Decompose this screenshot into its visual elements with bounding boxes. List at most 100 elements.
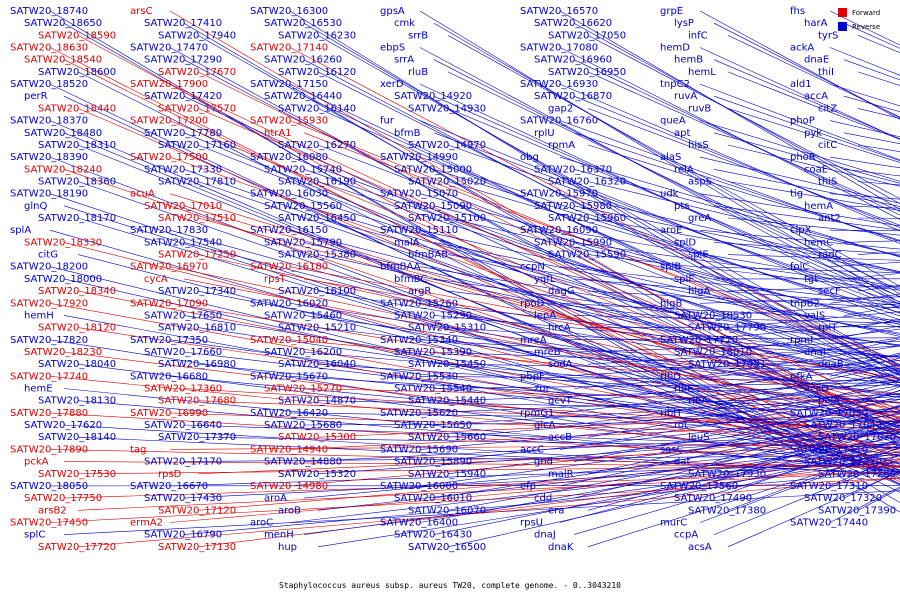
forward-gene-label: SATW20_18630 <box>10 43 88 54</box>
reverse-gene-label: srrB <box>408 30 428 41</box>
reverse-gene-label: SATW20_18190 <box>10 189 88 200</box>
reverse-gene-label: queA <box>660 116 686 127</box>
reverse-gene-label: splE <box>688 250 709 261</box>
reverse-gene-label: SATW20_15670 <box>250 371 328 382</box>
reverse-gene-label: glnQ <box>24 201 47 212</box>
reverse-gene-label: SATW20_16010 <box>394 493 472 504</box>
reverse-gene-label: SATW20_17981 <box>688 359 766 370</box>
forward-gene-label: SATW20_18240 <box>24 164 102 175</box>
reverse-gene-label: SATW20_18390 <box>10 152 88 163</box>
reverse-gene-label: SATW20_17930 <box>688 469 766 480</box>
reverse-gene-label: SATW20_16450 <box>278 213 356 224</box>
forward-gene-label: SATW20_14980 <box>250 481 328 492</box>
reverse-gene-label: SATW20_16080 <box>250 152 328 163</box>
reverse-gene-label: SATW20_17310 <box>790 481 868 492</box>
reverse-gene-label: SATW20_15620 <box>380 408 458 419</box>
reverse-gene-label: SATW20_17620 <box>24 420 102 431</box>
reverse-gene-label: radC <box>818 250 842 261</box>
reverse-gene-label: splC <box>24 530 45 541</box>
reverse-gene-label: SATW20_17470 <box>130 43 208 54</box>
reverse-gene-label: SATW20_17070 <box>818 432 896 443</box>
reverse-gene-label: hemD <box>660 43 690 54</box>
forward-gene-label: SATW20_18230 <box>24 347 102 358</box>
reverse-gene-label: SATW20_17320 <box>804 493 882 504</box>
reverse-gene-label: dagG <box>548 286 575 297</box>
reverse-gene-label: SATW20_15690 <box>380 444 458 455</box>
reverse-gene-label: sasC <box>660 444 684 455</box>
reverse-gene-label: SATW20_16140 <box>278 103 356 114</box>
reverse-gene-label: SATW20_17390 <box>818 505 896 516</box>
reverse-gene-label: rpmA <box>548 140 575 151</box>
reverse-gene-label: SATW20_16200 <box>264 347 342 358</box>
reverse-gene-label: perR <box>24 91 48 102</box>
reverse-gene-label: SATW20_16370 <box>534 164 612 175</box>
reverse-gene-label: aroA <box>264 493 287 504</box>
reverse-gene-label: SATW20_15790 <box>264 237 342 248</box>
legend-forward-swatch <box>838 8 847 17</box>
reverse-gene-label: lepA <box>534 310 556 321</box>
forward-gene-label: SATW20_17120 <box>158 505 236 516</box>
reverse-gene-label: SATW20_16810 <box>158 323 236 334</box>
reverse-gene-label: SATW20_16190 <box>278 177 356 188</box>
reverse-gene-label: aroB <box>278 505 301 516</box>
reverse-gene-label: SATW20_17110 <box>790 444 868 455</box>
reverse-gene-label: rluB <box>408 67 428 78</box>
reverse-gene-label: SATW20_15890 <box>394 457 472 468</box>
forward-gene-label: SATW20_18440 <box>38 103 116 114</box>
reverse-gene-label: leuS <box>688 432 710 443</box>
reverse-gene-label: cmk <box>394 18 415 29</box>
reverse-gene-label: SATW20_15540 <box>394 384 472 395</box>
reverse-gene-label: era <box>548 505 564 516</box>
reverse-gene-label: SATW20_16980 <box>158 359 236 370</box>
reverse-gene-label: SATW20_17150 <box>250 79 328 90</box>
reverse-gene-label: SATW20_18200 <box>10 262 88 273</box>
reverse-gene-label: SATW20_17290 <box>144 55 222 66</box>
forward-gene-label: SATW20_17880 <box>10 408 88 419</box>
legend-reverse-swatch <box>838 22 847 31</box>
reverse-gene-label: SATW20_14880 <box>264 457 342 468</box>
reverse-gene-label: phoR <box>790 152 816 163</box>
reverse-gene-label: udk <box>660 189 679 200</box>
reverse-gene-label: SATW20_16040 <box>278 359 356 370</box>
reverse-gene-label: SATW20_17350 <box>130 335 208 346</box>
reverse-gene-label: SATW20_16430 <box>394 530 472 541</box>
reverse-gene-label: SATW20_17560 <box>660 481 738 492</box>
reverse-gene-label: citG <box>38 250 58 261</box>
reverse-gene-label: ant2 <box>818 213 841 224</box>
reverse-gene-label: SATW20_16120 <box>278 67 356 78</box>
reverse-gene-label: rplU <box>534 128 555 139</box>
reverse-gene-label: SATW20_15450 <box>408 359 486 370</box>
reverse-gene-label: rplT <box>818 323 838 334</box>
legend-forward-label: Forward <box>852 9 880 17</box>
reverse-gene-label: SATW20_15110 <box>380 225 458 236</box>
gene-labels: SATW20_18740SATW20_18650SATW20_18590SATW… <box>10 6 896 553</box>
reverse-gene-label: SATW20_16570 <box>520 6 598 17</box>
reverse-gene-label: hlgA <box>688 286 710 297</box>
reverse-gene-label: SATW20_16260 <box>264 55 342 66</box>
reverse-gene-label: rpmG1 <box>520 408 554 419</box>
reverse-gene-label: SATW20_16960 <box>534 55 612 66</box>
reverse-gene-label: hemC <box>804 237 833 248</box>
reverse-gene-label: SATW20_15650 <box>394 420 472 431</box>
forward-gene-label: SATW20_17090 <box>130 298 208 309</box>
reverse-gene-label: SATW20_17080 <box>520 43 598 54</box>
reverse-gene-label: hemE <box>24 384 53 395</box>
reverse-gene-label: pyk <box>804 128 822 139</box>
reverse-gene-label: SATW20_18000 <box>24 274 102 285</box>
reverse-gene-label: splF <box>674 274 694 285</box>
reverse-gene-label: SATW20_17650 <box>144 310 222 321</box>
reverse-gene-label: tyrS <box>818 30 838 41</box>
forward-gene-label: tag <box>130 444 146 455</box>
forward-gene-label: ermA2 <box>130 518 163 529</box>
reverse-gene-label: SATW20_17050 <box>548 30 626 41</box>
forward-gene-label: SATW20_14940 <box>250 444 328 455</box>
reverse-gene-label: aroE <box>660 225 682 236</box>
reverse-gene-label: SATW20_15100 <box>408 213 486 224</box>
reverse-gene-label: malR <box>548 469 574 480</box>
forward-gene-label: SATW20_18120 <box>38 323 116 334</box>
reverse-gene-label: SATW20_17420 <box>144 91 222 102</box>
reverse-gene-label: SATW20_17430 <box>144 493 222 504</box>
reverse-gene-label: bfmBAB <box>408 250 448 261</box>
reverse-gene-label: SATW20_17340 <box>158 286 236 297</box>
reverse-gene-label: splA <box>10 225 31 236</box>
